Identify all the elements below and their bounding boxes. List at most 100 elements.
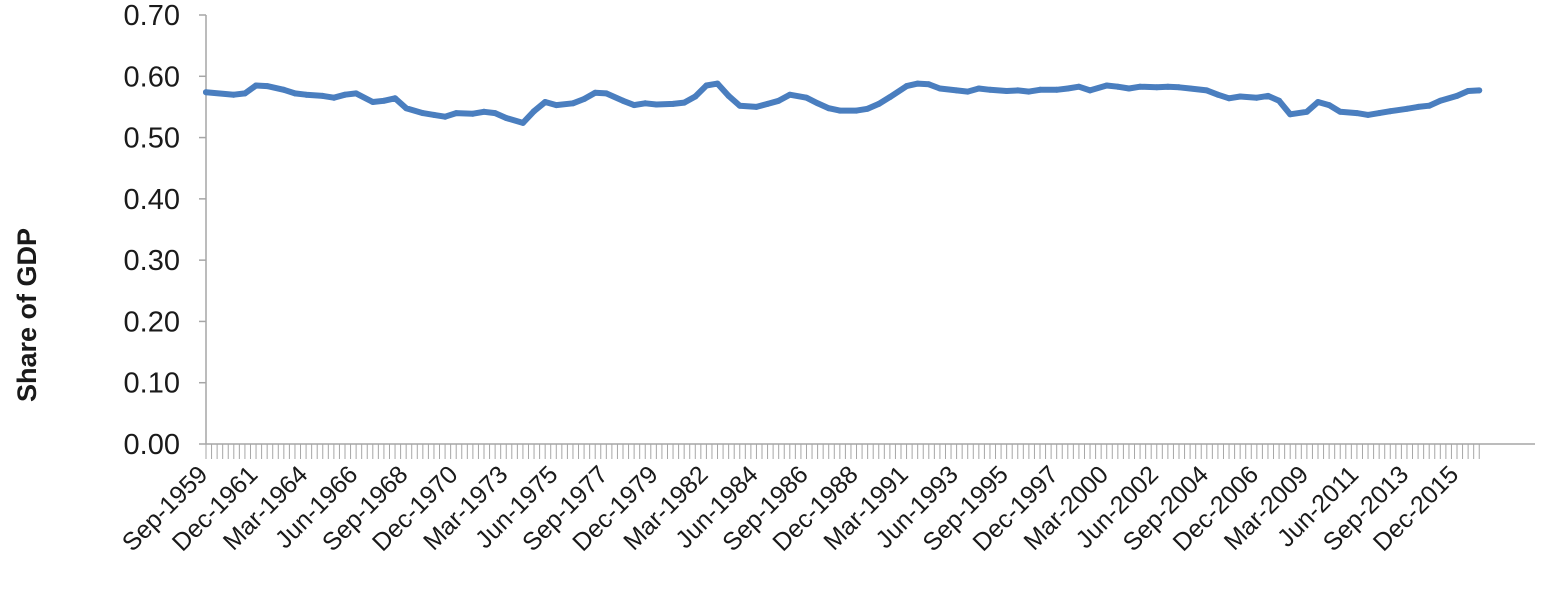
data-point [570,100,576,107]
data-point [725,92,732,99]
data-point [1053,86,1060,93]
data-point [342,91,348,98]
data-point [503,115,510,121]
x-axis-ticks: Sep-1959Dec-1961Mar-1964Jun-1966Sep-1968… [117,444,1480,557]
data-point [253,82,259,89]
data-point [925,81,932,88]
y-tick-label: 0.20 [124,306,180,338]
data-point [1454,92,1460,99]
data-point [453,110,460,117]
data-point [369,99,376,105]
data-point [814,100,821,107]
data-point [1404,105,1410,112]
y-tick-label: 0.10 [124,368,180,400]
data-point [1114,83,1121,90]
y-axis-label: Share of GDP [12,228,42,402]
data-point [380,97,387,104]
data-point [692,93,699,100]
data-point [419,110,426,117]
data-point [903,83,910,90]
data-point [264,83,271,90]
data-point [936,85,943,92]
data-point [1164,83,1171,90]
data-point [353,90,360,97]
data-point [775,97,782,104]
data-point [875,100,882,107]
data-point [230,91,237,98]
data-point [1203,87,1210,94]
data-point [1253,94,1260,101]
data-point [1265,92,1271,99]
data-point [1426,102,1433,109]
data-point [987,86,993,93]
data-point [241,90,248,97]
data-point [1365,111,1371,118]
data-point [292,90,298,97]
data-point [1415,103,1422,110]
data-point [1376,110,1383,117]
data-point [1315,99,1321,105]
y-tick-label: 0.30 [124,245,180,277]
data-point [1014,87,1021,94]
data-point [1126,85,1132,92]
y-axis-ticks: 0.00 0.10 0.20 0.30 0.40 0.50 0.60 0.70 [124,0,206,461]
data-point [1176,84,1182,91]
data-point [1465,88,1472,94]
data-point [764,100,771,107]
data-point [531,108,537,115]
data-point [1287,111,1294,118]
data-point [670,100,676,107]
data-point [914,80,921,87]
data-point [1326,102,1333,109]
data-point [786,91,793,98]
data-point [1337,108,1344,115]
data-point [975,85,982,92]
data-point [469,110,476,117]
y-tick-label: 0.40 [124,184,180,216]
data-point [803,94,810,101]
data-point [1087,87,1093,94]
data-point [1103,82,1110,89]
data-point [753,103,760,110]
data-point [1003,88,1010,94]
data-point [1276,97,1283,104]
data-point [1437,97,1444,104]
data-point [1137,83,1144,90]
data-point [964,88,971,95]
series-group [203,80,1483,126]
data-point [519,119,526,126]
data-point [1226,95,1232,102]
data-point [592,89,599,96]
data-point [581,96,588,102]
data-point [681,99,688,106]
data-point [1303,108,1310,115]
data-point [330,94,337,101]
data-point [1025,88,1032,95]
data-point [736,102,743,109]
y-tick-label: 0.00 [124,429,180,461]
data-point [431,111,437,118]
data-point [703,82,710,89]
data-point [603,90,610,97]
data-point [631,102,638,109]
data-point [442,113,449,120]
data-point [553,102,560,109]
data-point [392,95,398,102]
data-point [542,99,549,105]
data-point [1476,87,1483,94]
data-point [1037,86,1043,93]
data-point [1387,108,1394,115]
data-point [319,92,326,99]
data-point [1064,85,1071,92]
y-tick-label: 0.60 [124,61,180,93]
data-point [1075,83,1082,90]
data-point [620,97,626,104]
data-point [953,87,960,94]
data-point [303,91,310,98]
data-point [203,89,209,96]
series-line [203,80,1483,126]
data-point [481,108,487,115]
data-point [1214,91,1221,98]
y-tick-label: 0.50 [124,123,180,155]
